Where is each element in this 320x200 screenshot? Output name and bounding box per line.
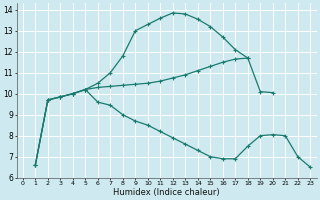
- X-axis label: Humidex (Indice chaleur): Humidex (Indice chaleur): [113, 188, 220, 197]
